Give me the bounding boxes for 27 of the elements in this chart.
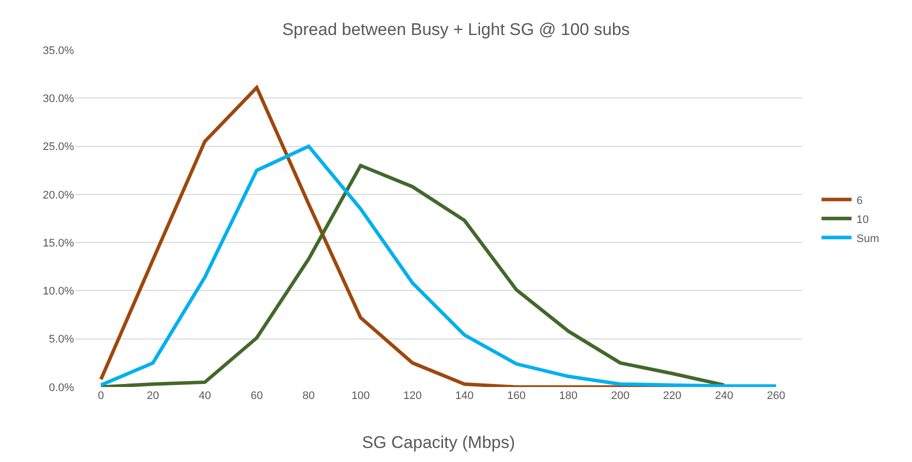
x-tick-label: 0 <box>98 390 104 402</box>
chart-title: Spread between Busy + Light SG @ 100 subs <box>282 20 630 39</box>
x-tick-label: 180 <box>559 390 578 402</box>
y-tick-label: 0.0% <box>48 382 74 394</box>
y-tick-label: 20.0% <box>42 189 74 202</box>
y-tick-label: 30.0% <box>42 92 74 105</box>
y-tick-label: 5.0% <box>48 334 74 346</box>
x-tick-label: 200 <box>611 390 630 402</box>
x-axis-title: SG Capacity (Mbps) <box>362 433 516 452</box>
legend-label: 10 <box>856 214 869 226</box>
legend-label: Sum <box>856 232 880 245</box>
x-tick-label: 140 <box>455 390 474 402</box>
x-tick-label: 60 <box>250 390 263 402</box>
legend-label: 6 <box>856 194 863 207</box>
y-tick-label: 35.0% <box>42 44 74 57</box>
x-tick-label: 220 <box>663 390 682 402</box>
x-tick-label: 100 <box>351 390 370 402</box>
y-tick-label: 25.0% <box>42 141 74 154</box>
x-tick-label: 40 <box>198 390 211 402</box>
x-tick-label: 240 <box>714 390 734 402</box>
x-tick-label: 120 <box>403 390 422 402</box>
y-tick-label: 15.0% <box>42 237 74 250</box>
x-tick-label: 160 <box>507 390 526 402</box>
x-tick-label: 20 <box>146 390 160 402</box>
y-tick-label: 10.0% <box>42 286 74 298</box>
x-tick-label: 260 <box>766 390 786 402</box>
x-tick-label: 80 <box>302 390 315 402</box>
